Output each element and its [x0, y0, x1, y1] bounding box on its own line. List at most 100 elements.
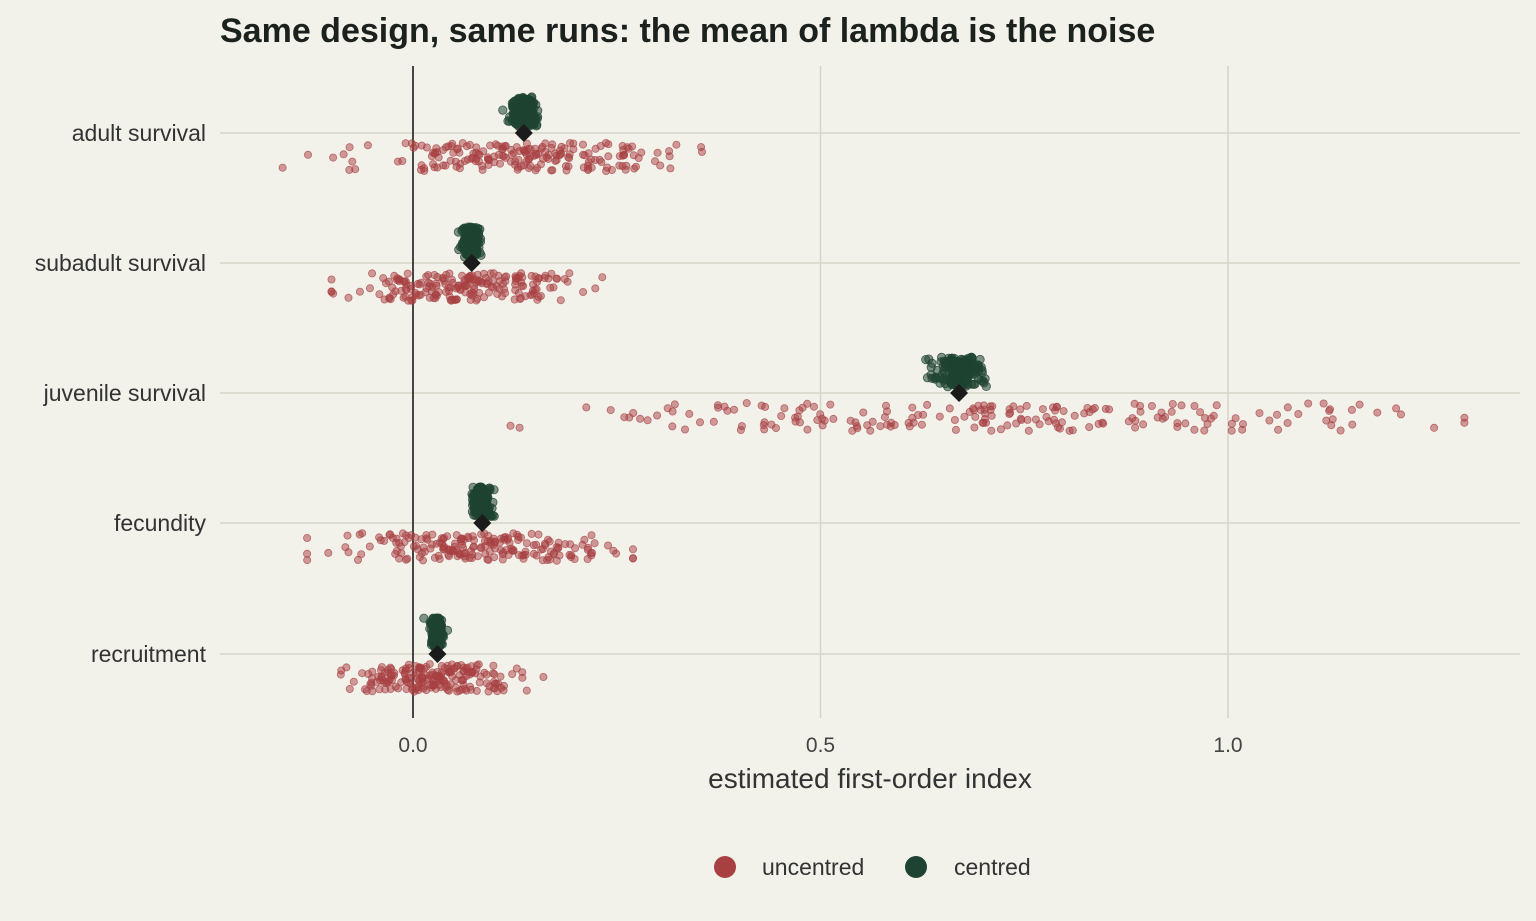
uncentred-point [344, 548, 353, 557]
centred-point [930, 372, 940, 383]
uncentred-point [329, 153, 338, 162]
uncentred-point [429, 681, 438, 690]
centred-point [940, 357, 950, 367]
uncentred-point [501, 141, 510, 150]
uncentred-point [557, 142, 566, 151]
centred-point [526, 109, 537, 120]
uncentred-point [1065, 426, 1074, 435]
uncentred-point [653, 411, 662, 420]
uncentred-point [582, 403, 591, 412]
uncentred-point [1392, 404, 1401, 413]
true-value-diamond [514, 124, 533, 142]
uncentred-point [1085, 423, 1094, 432]
uncentred-point [780, 404, 789, 413]
uncentred-point [562, 166, 571, 175]
uncentred-point [1168, 399, 1177, 408]
uncentred-point [443, 685, 452, 694]
uncentred-point [935, 412, 944, 421]
centred-point [520, 100, 530, 110]
uncentred-point [532, 285, 541, 294]
uncentred-point [363, 141, 372, 150]
uncentred-point [580, 151, 589, 160]
uncentred-point [479, 293, 488, 302]
uncentred-point [483, 155, 492, 164]
uncentred-point [629, 554, 638, 563]
uncentred-point [458, 271, 467, 280]
uncentred-point [483, 555, 492, 564]
centred-point [939, 375, 949, 385]
centred-point [498, 105, 508, 115]
uncentred-point [357, 550, 366, 559]
uncentred-point [496, 672, 505, 681]
uncentred-point [496, 683, 505, 692]
category-label: fecundity [114, 510, 207, 536]
uncentred-point [917, 420, 926, 429]
uncentred-point [539, 673, 548, 682]
uncentred-point [490, 152, 499, 161]
uncentred-point [556, 150, 565, 159]
centred-point [488, 510, 498, 521]
uncentred-point [383, 678, 392, 687]
uncentred-point [818, 421, 827, 430]
x-axis-label: estimated first-order index [708, 763, 1032, 794]
uncentred-point [336, 670, 345, 679]
uncentred-point [534, 530, 543, 539]
uncentred-point [1147, 401, 1156, 410]
legend: uncentred centred [714, 854, 1031, 880]
true-value-diamond [950, 384, 969, 402]
uncentred-point [474, 150, 483, 159]
category-label: juvenile survival [43, 380, 206, 406]
uncentred-point [549, 283, 558, 292]
uncentred-point [446, 547, 455, 556]
uncentred-point [358, 669, 367, 678]
uncentred-point [1136, 401, 1145, 410]
uncentred-point [365, 284, 374, 293]
uncentred-point [796, 418, 805, 427]
uncentred-point [377, 673, 386, 682]
uncentred-point [1255, 409, 1264, 418]
uncentred-point [433, 272, 442, 281]
uncentred-point [886, 422, 895, 431]
uncentred-point [549, 549, 558, 558]
uncentred-point [1327, 421, 1336, 430]
uncentred-point [883, 407, 892, 416]
uncentred-point [759, 421, 768, 430]
centred-point [952, 363, 963, 373]
uncentred-point [1212, 401, 1221, 410]
uncentred-point [464, 275, 473, 284]
uncentred-point [278, 163, 287, 172]
uncentred-point [452, 662, 461, 671]
uncentred-point [1012, 419, 1021, 428]
uncentred-point [709, 417, 718, 426]
uncentred-point [397, 678, 406, 687]
uncentred-point [590, 539, 599, 548]
uncentred-point [713, 401, 722, 410]
uncentred-point [908, 403, 917, 412]
uncentred-point [1056, 424, 1065, 433]
legend-marker-uncentred [714, 856, 736, 878]
uncentred-point [996, 425, 1005, 434]
uncentred-point [541, 139, 550, 148]
uncentred-point [607, 165, 616, 174]
uncentred-point [1009, 402, 1018, 411]
uncentred-point [509, 529, 518, 538]
uncentred-point [348, 157, 357, 166]
uncentred-point [1070, 411, 1079, 420]
uncentred-point [623, 143, 632, 152]
uncentred-point [565, 550, 574, 559]
uncentred-point [565, 154, 574, 163]
uncentred-point [498, 555, 507, 564]
uncentred-point [971, 412, 980, 421]
uncentred-point [529, 549, 538, 558]
uncentred-point [392, 275, 401, 284]
uncentred-point [392, 534, 401, 543]
uncentred-point [1283, 418, 1292, 427]
uncentred-point [414, 683, 423, 692]
uncentred-point [698, 147, 707, 156]
uncentred-point [584, 543, 593, 552]
uncentred-point [519, 282, 528, 291]
uncentred-point [448, 278, 457, 287]
uncentred-point [919, 410, 928, 419]
uncentred-point [1139, 420, 1148, 429]
uncentred-point [547, 269, 556, 278]
